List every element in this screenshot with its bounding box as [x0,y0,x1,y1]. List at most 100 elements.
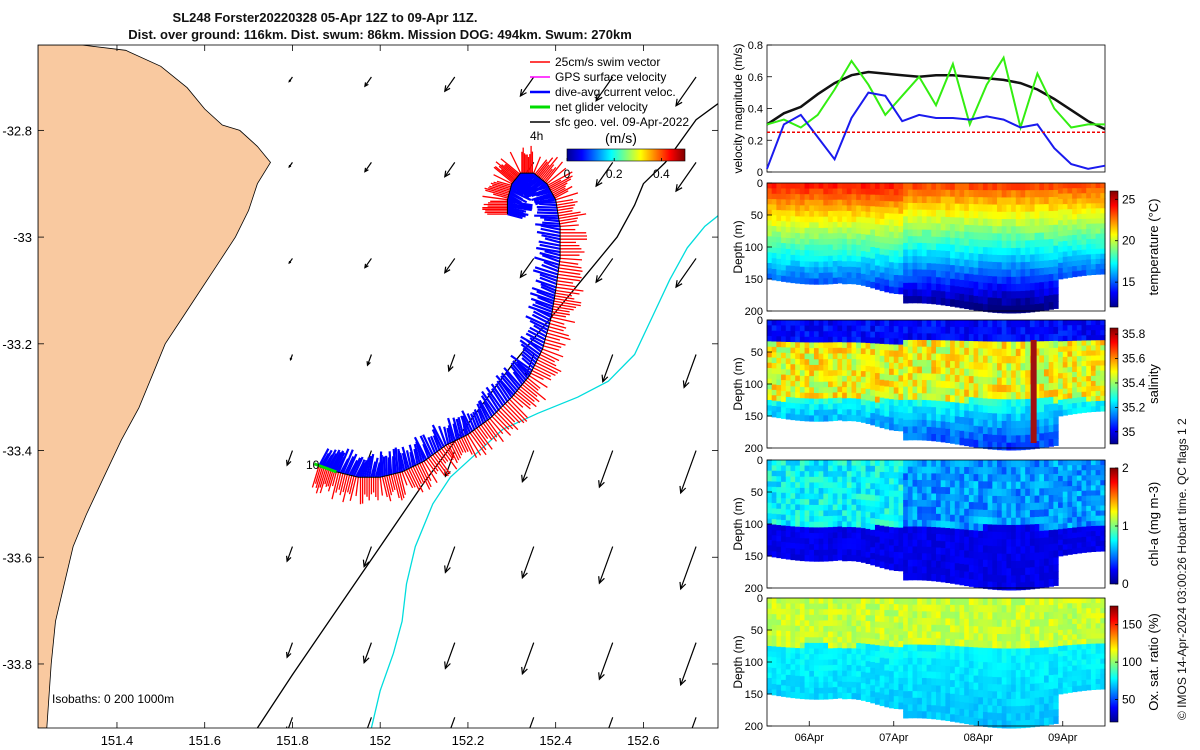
oxygen-cell [799,692,806,700]
salinity-cell [771,346,777,353]
chl-a-cell [1015,560,1022,569]
temperature-cell [842,222,848,229]
salinity-cell [1081,386,1087,393]
chl-a-cell [917,486,923,494]
temperature-cell [1048,302,1054,310]
chl-a-cell [1043,551,1050,560]
salinity-cell [959,340,965,349]
salinity-cell [945,340,951,348]
temperature-cell [781,215,787,222]
oxygen-cell [860,666,867,673]
chl-a-cell [1081,506,1087,512]
temperature-cell [1029,268,1036,277]
salinity-cell [1025,348,1031,357]
temperature-cell [1062,198,1069,205]
chl-a-cell [1034,488,1040,497]
salinity-cell [795,364,801,371]
geo-arrow-head [288,260,292,265]
swim-vector [491,415,512,436]
chl-a-cell [921,513,928,521]
chl-a-cell [950,514,956,523]
chl-a-cell [940,534,946,542]
chl-a-cell [799,554,806,562]
salinity-cell [856,398,862,405]
salinity-cell [1086,330,1092,336]
temperature-cell [1053,183,1059,191]
salinity-cell [921,419,928,428]
map-x-tick-label: 151.4 [101,733,134,748]
temperature-cell [987,197,993,206]
chl-a-cell [879,501,885,509]
geo-arrow-head [364,82,369,88]
temperature-cell [954,251,961,260]
temperature-cell [917,242,923,251]
chl-a-cell [851,532,857,539]
oxygen-cell [809,659,815,666]
salinity-cell [799,325,806,332]
salinity-cell [926,420,932,428]
salinity-cell [1034,369,1040,378]
salinity-cell [1090,340,1097,346]
salinity-cell [851,325,857,332]
chl-a-cell [874,465,881,473]
temperature-cell [813,244,820,252]
temperature-cell [940,270,946,279]
chl-a-cell [799,493,806,500]
salinity-cell [1020,327,1026,335]
salinity-cell [1043,362,1050,370]
temperature-cell [1029,233,1036,241]
chart-title-line-2: Dist. over ground: 116km. Dist. swum: 86… [128,27,632,42]
salinity-cell [813,331,820,338]
salinity-cell [1011,442,1017,451]
temperature-cell [813,250,820,257]
temperature-cell [837,183,843,190]
temperature-cell [1034,289,1040,298]
chl-a-cell [846,471,853,478]
chl-a-cell [917,559,923,568]
temperature-cell [1086,198,1092,204]
oxygen-cell [809,682,815,689]
temperature-cell [767,225,773,232]
salinity-cell [767,330,773,337]
salinity-cell [917,386,923,394]
temperature-cell [945,264,951,273]
temperature-cell [1034,268,1040,277]
temperature-cell [898,250,904,258]
chl-a-cell [842,476,848,483]
salinity-cell [903,366,909,374]
temperature-cell [790,194,796,201]
oxygen-cell [795,625,801,632]
chl-a-cell [846,538,853,545]
temperature-cell [1039,218,1045,227]
temperature-cell [781,253,787,261]
chl-a-cell [804,510,810,517]
salinity-cell [1100,340,1106,346]
temperature-cell [954,217,961,225]
oxygen-cell [799,687,806,694]
current-vector [528,305,553,316]
chl-a-cell [1100,525,1106,532]
salinity-cell [799,336,806,343]
temperature-cell [795,266,801,273]
salinity-cell [898,418,904,426]
temperature-cell [1025,304,1031,313]
salinity-cell [987,370,993,378]
salinity-cell [1039,348,1045,357]
chl-a-cell [917,479,923,488]
oxygen-cell [795,642,801,649]
temperature-cell [926,209,932,218]
geo-arrow-shaft [364,76,372,87]
salinity-cell [846,392,853,399]
salinity-cell [1015,428,1022,436]
temperature-cell [870,264,876,271]
temperature-cell [1058,209,1064,216]
salinity-cell [912,333,918,341]
chl-a-cell [837,460,843,467]
temperature-cell [842,272,848,279]
salinity-cell [1095,320,1101,326]
salinity-cell [936,380,942,388]
salinity-cell [978,405,984,413]
temperature-cell [954,231,961,239]
current-vector [525,332,545,344]
